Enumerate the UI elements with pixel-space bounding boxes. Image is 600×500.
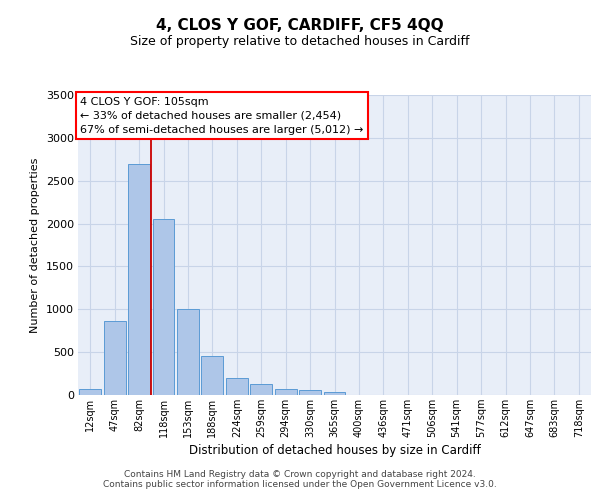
Bar	[275, 389, 296, 395]
Text: Size of property relative to detached houses in Cardiff: Size of property relative to detached ho…	[130, 35, 470, 48]
Bar	[202, 356, 223, 395]
Bar	[226, 378, 248, 395]
Text: 4 CLOS Y GOF: 105sqm
← 33% of detached houses are smaller (2,454)
67% of semi-de: 4 CLOS Y GOF: 105sqm ← 33% of detached h…	[80, 96, 364, 134]
Bar	[79, 389, 101, 395]
Bar	[250, 384, 272, 395]
Text: Contains HM Land Registry data © Crown copyright and database right 2024.
Contai: Contains HM Land Registry data © Crown c…	[103, 470, 497, 489]
Bar	[128, 164, 150, 395]
Bar	[104, 322, 125, 395]
Bar	[152, 220, 175, 395]
Bar	[299, 390, 321, 395]
Text: 4, CLOS Y GOF, CARDIFF, CF5 4QQ: 4, CLOS Y GOF, CARDIFF, CF5 4QQ	[156, 18, 444, 32]
Bar	[177, 310, 199, 395]
Bar	[323, 392, 346, 395]
X-axis label: Distribution of detached houses by size in Cardiff: Distribution of detached houses by size …	[188, 444, 481, 457]
Y-axis label: Number of detached properties: Number of detached properties	[30, 158, 40, 332]
